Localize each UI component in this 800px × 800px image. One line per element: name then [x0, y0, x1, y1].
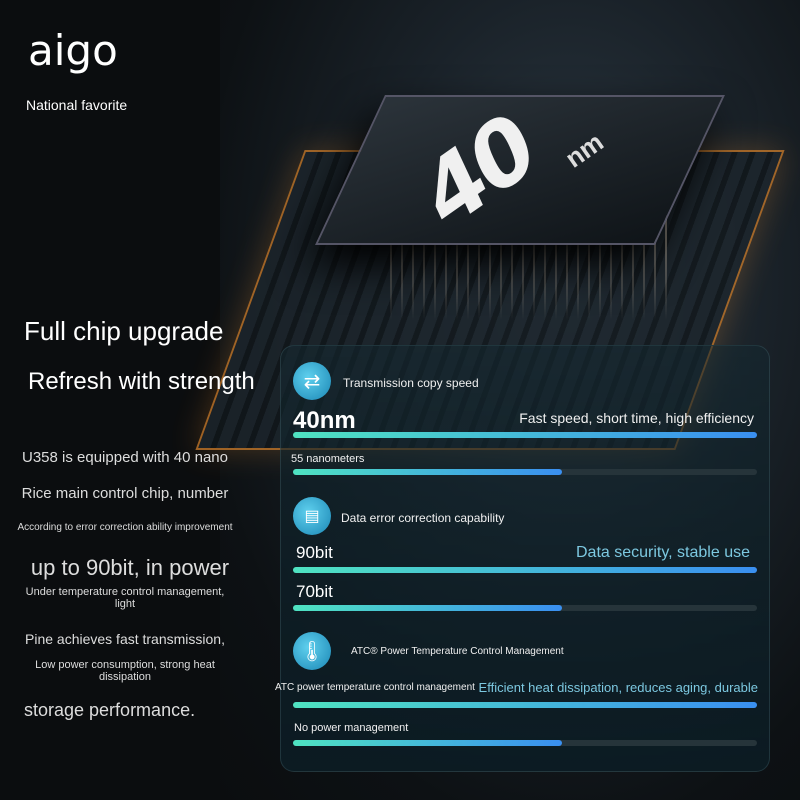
progress-bar: [293, 469, 757, 475]
bar-fill: [293, 469, 563, 475]
bar-label: 55 nanometers: [291, 453, 365, 465]
progress-bar: [293, 432, 757, 438]
bar-fill: [293, 567, 757, 573]
section-title: ATC® Power Temperature Control Managemen…: [351, 646, 564, 657]
description-line: storage performance.: [24, 700, 196, 720]
headline-2: Refresh with strength: [28, 368, 255, 395]
brand-tagline: National favorite: [26, 97, 128, 113]
document-shield-icon: ▤: [293, 497, 331, 535]
bar-label: 90bit: [296, 543, 333, 562]
bar-fill: [293, 702, 757, 708]
bar-label: No power management: [294, 722, 409, 734]
section-tagline: Fast speed, short time, high efficiency: [519, 410, 754, 426]
thermometer-icon: 🌡: [293, 632, 331, 670]
transfer-arrows-icon: ⇄: [293, 362, 331, 400]
bar-fill: [293, 740, 563, 746]
description-line: According to error correction ability im…: [17, 522, 233, 533]
description-line: U358 is equipped with 40 nano: [22, 449, 228, 466]
section-tagline: Data security, stable use: [575, 544, 750, 561]
bar-label: 40nm: [293, 407, 356, 434]
progress-bar: [293, 702, 757, 708]
bar-label: 70bit: [296, 582, 333, 601]
progress-bar: [293, 567, 757, 573]
description-line: up to 90bit, in power: [30, 555, 230, 580]
bar-fill: [293, 432, 757, 438]
description-line: Rice main control chip, number: [21, 485, 229, 502]
headline-1: Full chip upgrade: [24, 316, 224, 346]
section-tagline: Efficient heat dissipation, reduces agin…: [478, 680, 758, 695]
progress-bar: [293, 605, 757, 611]
progress-bar: [293, 740, 757, 746]
bar-fill: [293, 605, 563, 611]
bar-label: ATC power temperature control management: [275, 682, 475, 693]
description-line: Pine achieves fast transmission,: [25, 631, 225, 647]
description-line: Low power consumption, strong heat dissi…: [35, 659, 215, 683]
section-title: Transmission copy speed: [343, 376, 479, 390]
brand-logo: aigo: [28, 26, 118, 75]
description-line: Under temperature control management, li…: [25, 586, 225, 610]
feature-panel: [280, 345, 770, 772]
section-title: Data error correction capability: [341, 511, 505, 525]
